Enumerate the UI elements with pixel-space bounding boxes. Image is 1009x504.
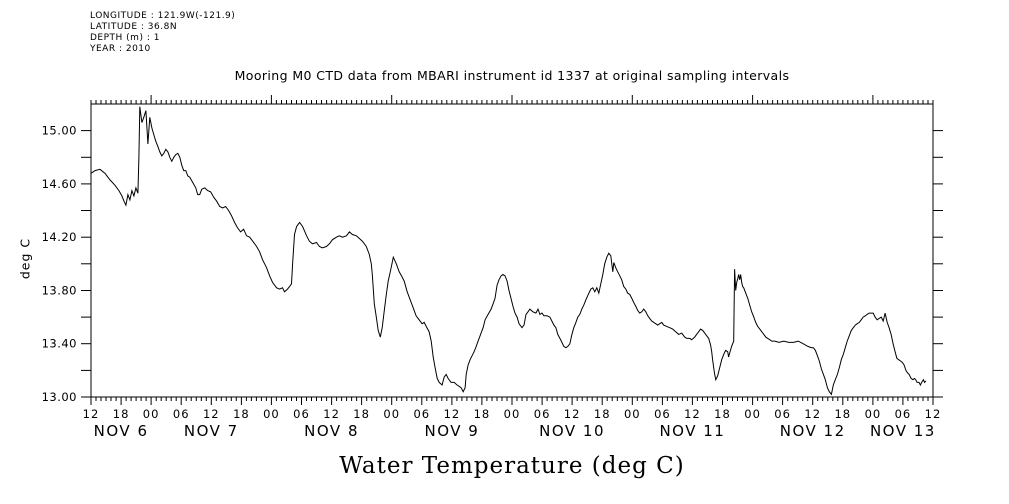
x-hour-label: 18 [353, 407, 370, 421]
x-hour-label: 18 [113, 407, 130, 421]
y-axis-unit-label: deg C [17, 237, 33, 280]
x-day-label: NOV 8 [304, 422, 359, 440]
x-hour-label: 06 [654, 407, 671, 421]
x-day-label: NOV 9 [424, 422, 479, 440]
x-hour-label: 12 [444, 407, 461, 421]
x-hour-label: 00 [504, 407, 521, 421]
x-hour-label: 00 [383, 407, 400, 421]
x-hour-label: 06 [173, 407, 190, 421]
x-hour-label: 18 [233, 407, 250, 421]
x-hour-label: 00 [143, 407, 160, 421]
x-hour-label: 12 [925, 407, 942, 421]
x-hour-label: 06 [293, 407, 310, 421]
x-hour-label: 12 [323, 407, 340, 421]
y-tick-label: 13.80 [42, 284, 77, 298]
x-hour-label: 12 [564, 407, 581, 421]
x-hour-label: 18 [714, 407, 731, 421]
x-day-label: NOV 6 [94, 422, 149, 440]
x-hour-label: 18 [834, 407, 851, 421]
x-day-label: NOV 11 [659, 422, 725, 440]
x-hour-label: 00 [263, 407, 280, 421]
temperature-line [90, 106, 927, 396]
plot-title: Mooring M0 CTD data from MBARI instrumen… [234, 68, 790, 83]
x-hour-label: 12 [83, 407, 100, 421]
plot-frame [90, 103, 934, 398]
metadata-year: YEAR : 2010 [90, 44, 151, 54]
x-hour-label: 12 [804, 407, 821, 421]
y-tick-label: 15.00 [42, 124, 77, 138]
y-tick-label: 14.20 [42, 230, 77, 244]
y-tick-label: 13.40 [42, 337, 77, 351]
y-tick-label: 13.00 [42, 390, 77, 404]
y-tick-label: 14.60 [42, 177, 77, 191]
x-hour-label: 00 [865, 407, 882, 421]
metadata-depth: DEPTH (m) : 1 [90, 33, 160, 43]
x-hour-label: 12 [203, 407, 220, 421]
x-hour-label: 06 [895, 407, 912, 421]
x-hour-label: 18 [474, 407, 491, 421]
metadata-block: LONGITUDE : 121.9W(-121.9) LATITUDE : 36… [90, 11, 235, 55]
metadata-latitude: LATITUDE : 36.8N [90, 22, 178, 32]
x-hour-label: 00 [744, 407, 761, 421]
x-hour-label: 18 [594, 407, 611, 421]
x-hour-label: 06 [534, 407, 551, 421]
x-hour-label: 06 [413, 407, 430, 421]
x-day-label: NOV 13 [870, 422, 936, 440]
x-day-label: NOV 12 [780, 422, 846, 440]
x-hour-label: 06 [774, 407, 791, 421]
metadata-longitude: LONGITUDE : 121.9W(-121.9) [90, 11, 236, 21]
x-hour-label: 12 [684, 407, 701, 421]
x-day-label: NOV 10 [539, 422, 605, 440]
bottom-axis-title: Water Temperature (deg C) [339, 453, 685, 479]
x-hour-label: 00 [624, 407, 641, 421]
x-day-label: NOV 7 [184, 422, 239, 440]
